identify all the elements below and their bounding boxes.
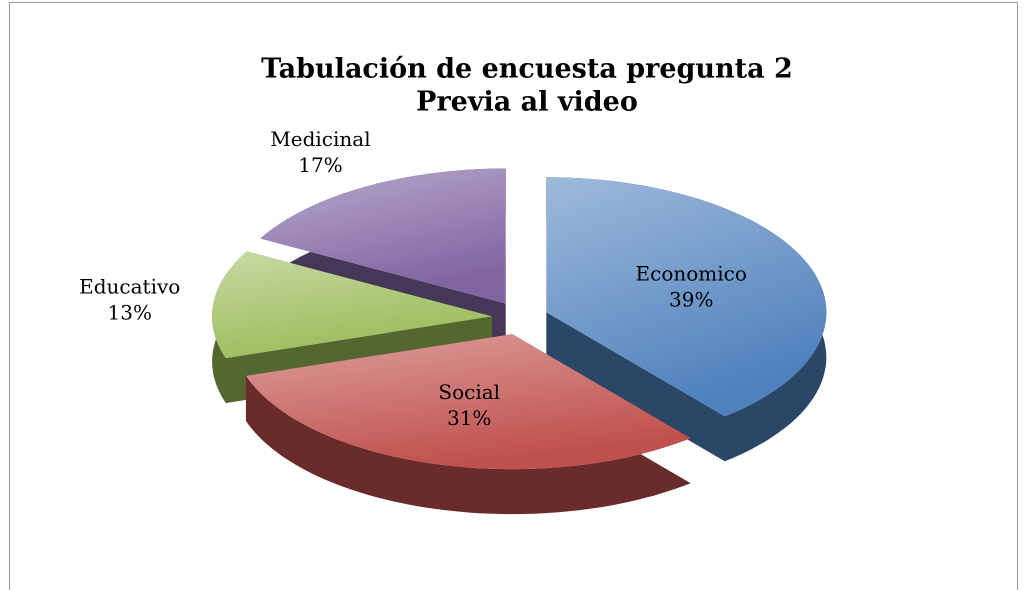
data-label-category: Social — [438, 380, 500, 404]
data-label-category: Educativo — [79, 274, 180, 298]
data-label-value: 17% — [298, 153, 342, 177]
slice — [260, 168, 506, 304]
data-label-value: 39% — [669, 288, 713, 312]
data-label-category: Economico — [636, 262, 747, 286]
slice — [212, 251, 493, 359]
chart-subtitle: Previa al video — [416, 87, 638, 118]
data-label-value: 31% — [447, 406, 491, 430]
chart-title: Tabulación de encuesta pregunta 2 — [261, 54, 793, 85]
data-label-category: Medicinal — [270, 127, 370, 151]
slice — [546, 177, 827, 417]
slice — [245, 334, 691, 470]
data-label-value: 13% — [108, 300, 152, 324]
